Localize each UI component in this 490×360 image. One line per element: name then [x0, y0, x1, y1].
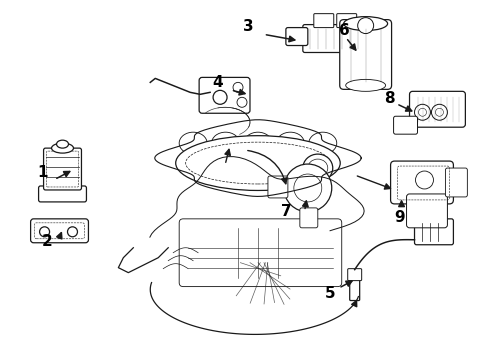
Ellipse shape — [176, 136, 340, 190]
Ellipse shape — [288, 228, 318, 248]
Ellipse shape — [303, 154, 333, 182]
Text: 6: 6 — [340, 23, 350, 38]
Ellipse shape — [244, 132, 272, 154]
FancyBboxPatch shape — [350, 279, 360, 301]
FancyBboxPatch shape — [300, 208, 318, 228]
Circle shape — [418, 108, 426, 116]
Ellipse shape — [228, 228, 258, 248]
Ellipse shape — [276, 132, 304, 154]
Text: 9: 9 — [394, 210, 405, 225]
FancyBboxPatch shape — [415, 219, 453, 245]
Ellipse shape — [308, 159, 328, 177]
Circle shape — [284, 164, 332, 212]
FancyBboxPatch shape — [44, 148, 81, 190]
FancyBboxPatch shape — [303, 24, 362, 53]
Circle shape — [416, 171, 434, 189]
Circle shape — [68, 227, 77, 237]
Circle shape — [415, 104, 431, 120]
Text: 8: 8 — [384, 91, 395, 106]
Circle shape — [40, 227, 49, 237]
Ellipse shape — [258, 228, 288, 248]
Circle shape — [436, 108, 443, 116]
Circle shape — [233, 82, 243, 92]
Text: 5: 5 — [324, 286, 335, 301]
Ellipse shape — [186, 142, 330, 184]
Ellipse shape — [179, 132, 207, 154]
FancyBboxPatch shape — [445, 168, 467, 197]
Circle shape — [358, 18, 374, 33]
Circle shape — [432, 104, 447, 120]
FancyBboxPatch shape — [407, 194, 447, 228]
FancyBboxPatch shape — [30, 219, 89, 243]
Text: 3: 3 — [243, 19, 253, 34]
FancyBboxPatch shape — [393, 116, 417, 134]
FancyBboxPatch shape — [268, 176, 288, 198]
Ellipse shape — [51, 143, 74, 153]
Ellipse shape — [56, 140, 69, 148]
Ellipse shape — [343, 17, 388, 31]
FancyBboxPatch shape — [410, 91, 466, 127]
Text: 7: 7 — [281, 204, 291, 219]
Text: 4: 4 — [213, 75, 223, 90]
Text: 2: 2 — [42, 234, 53, 249]
Circle shape — [237, 97, 247, 107]
FancyBboxPatch shape — [340, 20, 392, 89]
FancyBboxPatch shape — [391, 161, 453, 204]
FancyBboxPatch shape — [286, 28, 308, 45]
FancyBboxPatch shape — [199, 77, 250, 113]
Text: 1: 1 — [37, 165, 48, 180]
FancyBboxPatch shape — [348, 269, 362, 280]
Circle shape — [213, 90, 227, 104]
Ellipse shape — [309, 132, 337, 154]
FancyBboxPatch shape — [314, 14, 334, 28]
FancyBboxPatch shape — [179, 219, 342, 287]
Ellipse shape — [212, 132, 240, 154]
Circle shape — [294, 174, 322, 202]
FancyBboxPatch shape — [39, 186, 86, 202]
Ellipse shape — [346, 80, 386, 91]
FancyBboxPatch shape — [337, 14, 357, 28]
Ellipse shape — [198, 228, 228, 248]
